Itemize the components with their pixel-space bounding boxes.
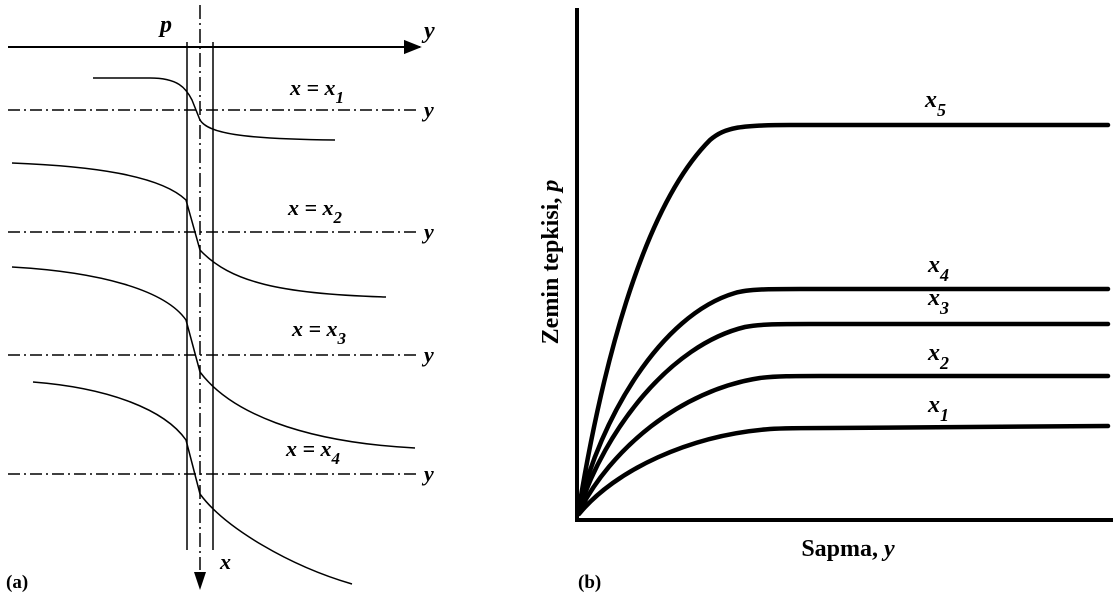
- panel-a: y p x y x = x1 y x = x2 y x = x3: [6, 5, 435, 593]
- curve-label-x5: x5: [924, 87, 946, 120]
- x-axis-arrowhead: [194, 572, 206, 590]
- row-axis-label: y: [421, 97, 434, 122]
- row-equation: x = x3: [291, 316, 347, 348]
- deflection-curve: [93, 77, 336, 141]
- deflection-curve: [11, 266, 416, 449]
- curve-x2: [576, 373, 1111, 515]
- y-axis-title: Zemin tepkisi, p: [538, 180, 564, 345]
- row-equation: x = x4: [285, 436, 340, 468]
- p-label: p: [158, 12, 172, 38]
- curve-x1: [576, 423, 1111, 517]
- curve-label-x1: x1: [927, 392, 949, 425]
- curve-x4: [576, 286, 1111, 511]
- x-axis-label: x: [219, 549, 231, 574]
- x-axis-title: Sapma, y: [801, 536, 895, 562]
- panel-a-tag: (a): [6, 572, 28, 593]
- curve-label-x3: x3: [927, 285, 949, 318]
- row-axis-label: y: [421, 219, 434, 244]
- curve-label-x4: x4: [927, 252, 949, 285]
- curve-label-x2: x2: [927, 340, 949, 373]
- row-x2: y x = x2: [8, 162, 434, 298]
- row-x1: y x = x1: [8, 75, 434, 141]
- panel-b-tag: (b): [578, 572, 601, 593]
- deflection-curve: [32, 381, 353, 585]
- row-axis-label: y: [421, 461, 434, 486]
- y-axis-label: y: [421, 18, 435, 44]
- row-equation: x = x1: [289, 75, 344, 107]
- row-equation: x = x2: [287, 195, 343, 227]
- panel-b: x5 x4 x3 x2 x1 Zemin tepkisi, p Sapma, y…: [538, 8, 1113, 593]
- row-axis-label: y: [421, 342, 434, 367]
- deflection-curve: [11, 162, 387, 298]
- row-x3: y x = x3: [8, 266, 434, 449]
- row-x4: y x = x4: [8, 381, 434, 585]
- curve-x5: [576, 122, 1111, 511]
- curve-x3: [576, 321, 1111, 513]
